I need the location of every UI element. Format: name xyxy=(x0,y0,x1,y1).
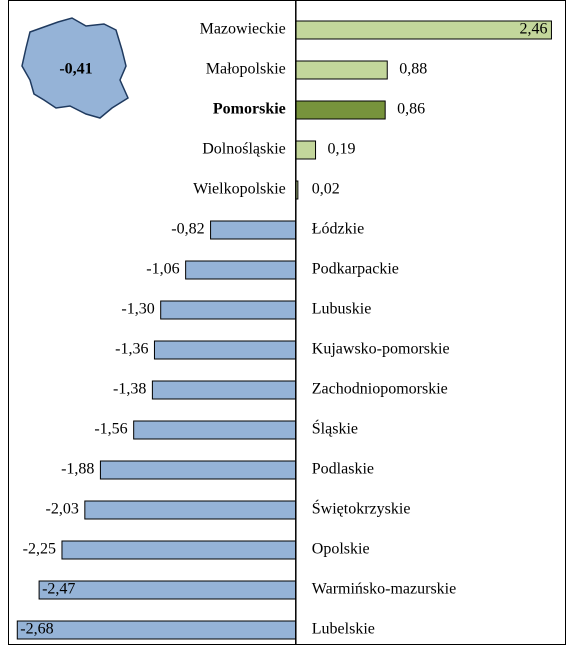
category-label: Lubelskie xyxy=(312,621,375,638)
category-label: Mazowieckie xyxy=(200,21,286,38)
category-label: Wielkopolskie xyxy=(193,181,286,198)
bar xyxy=(185,260,297,280)
value-label: 0,88 xyxy=(399,61,427,78)
value-label: -1,56 xyxy=(94,421,127,438)
bar xyxy=(210,220,297,240)
bar xyxy=(295,100,386,120)
category-label: Śląskie xyxy=(312,419,358,438)
value-label: -1,38 xyxy=(113,381,146,398)
bar xyxy=(295,20,552,40)
bar xyxy=(151,380,297,400)
bar xyxy=(61,540,297,560)
category-label: Opolskie xyxy=(312,541,370,558)
bar xyxy=(99,460,297,480)
category-label: Łódzkie xyxy=(312,221,364,238)
bar xyxy=(295,140,317,160)
category-label: Świętokrzyskie xyxy=(312,499,411,518)
category-label: Warmińsko-mazurskie xyxy=(312,581,456,598)
value-label: 0,86 xyxy=(397,101,425,118)
value-label: -2,03 xyxy=(45,501,78,518)
value-label: 0,02 xyxy=(312,181,340,198)
category-label: Podlaskie xyxy=(312,461,374,478)
value-label: -2,68 xyxy=(20,621,53,638)
bar xyxy=(133,420,297,440)
category-label: Lubuskie xyxy=(312,301,372,318)
category-label: Podkarpackie xyxy=(312,261,399,278)
category-label: Dolnośląskie xyxy=(202,141,286,158)
bar xyxy=(295,60,388,80)
category-label: Zachodniopomorskie xyxy=(312,381,448,398)
value-label: -0,82 xyxy=(171,221,204,238)
value-label: -1,30 xyxy=(121,301,154,318)
bar xyxy=(84,500,297,520)
value-label: -1,88 xyxy=(61,461,94,478)
category-label: Małopolskie xyxy=(206,61,286,78)
bar xyxy=(153,340,297,360)
category-label: Pomorskie xyxy=(213,101,286,118)
value-label: -1,36 xyxy=(115,341,148,358)
category-label: Kujawsko-pomorskie xyxy=(312,341,450,358)
value-label: -2,25 xyxy=(23,541,56,558)
bar xyxy=(160,300,297,320)
value-label: -1,06 xyxy=(146,261,179,278)
map-shape xyxy=(21,17,129,119)
value-label: -2,47 xyxy=(42,581,75,598)
value-label: 0,19 xyxy=(328,141,356,158)
map-label: -0,41 xyxy=(59,61,92,78)
value-label: 2,46 xyxy=(519,21,547,38)
bar xyxy=(38,580,297,600)
bar xyxy=(16,620,297,640)
